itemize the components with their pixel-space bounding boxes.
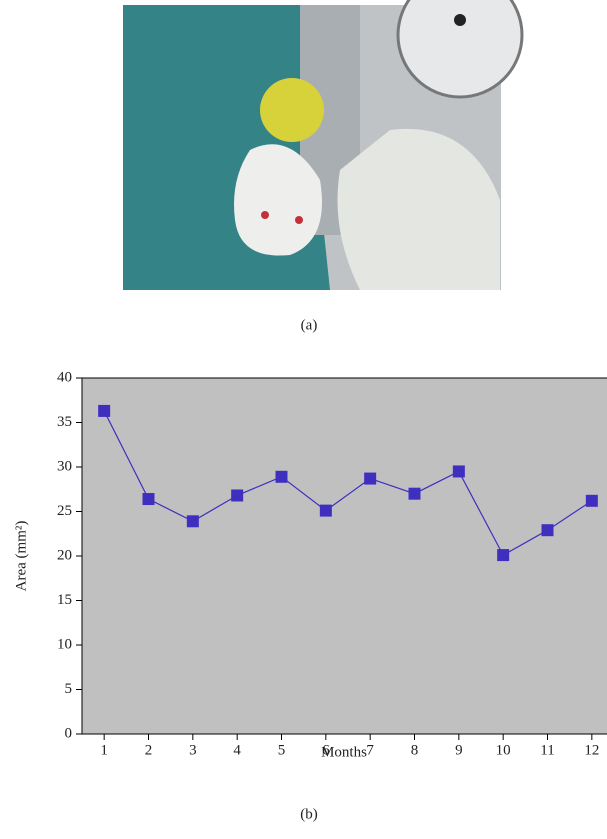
plot-area: [82, 378, 607, 734]
data-point: [98, 405, 110, 417]
data-point: [586, 495, 598, 507]
y-tick-label: 5: [65, 681, 73, 697]
data-point: [187, 515, 199, 527]
data-point: [320, 505, 332, 517]
data-point: [453, 465, 465, 477]
data-point: [542, 524, 554, 536]
data-point: [276, 471, 288, 483]
page: (a) (b) Area (mm²) Months 05101520253035…: [0, 0, 607, 839]
photo: [123, 0, 522, 290]
y-tick-label: 35: [57, 414, 72, 430]
figure: (a) (b) Area (mm²) Months 05101520253035…: [0, 0, 607, 839]
y-tick-label: 25: [57, 503, 72, 519]
y-tick-label: 0: [65, 725, 73, 741]
panel-label: (b): [300, 806, 318, 822]
x-tick-label: 3: [189, 742, 197, 758]
y-axis-label: Area (mm²): [13, 521, 29, 592]
x-tick-label: 8: [411, 742, 419, 758]
x-tick-label: 2: [145, 742, 153, 758]
x-tick-label: 12: [584, 742, 599, 758]
x-tick-label: 1: [100, 742, 108, 758]
y-tick-label: 30: [57, 458, 72, 474]
x-tick-label: 5: [278, 742, 286, 758]
y-tick-label: 10: [57, 636, 72, 652]
x-tick-label: 10: [496, 742, 511, 758]
y-tick-label: 20: [57, 547, 72, 563]
data-point: [497, 549, 509, 561]
x-tick-label: 11: [540, 742, 554, 758]
data-point: [364, 473, 376, 485]
data-point: [143, 493, 155, 505]
y-tick-label: 15: [57, 592, 72, 608]
x-tick-label: 9: [455, 742, 463, 758]
y-tick-label: 40: [57, 369, 72, 385]
data-point: [231, 489, 243, 501]
x-tick-label: 6: [322, 742, 330, 758]
x-tick-label: 4: [233, 742, 241, 758]
x-tick-label: 7: [366, 742, 374, 758]
data-point: [409, 488, 421, 500]
panel-label: (a): [301, 317, 318, 333]
